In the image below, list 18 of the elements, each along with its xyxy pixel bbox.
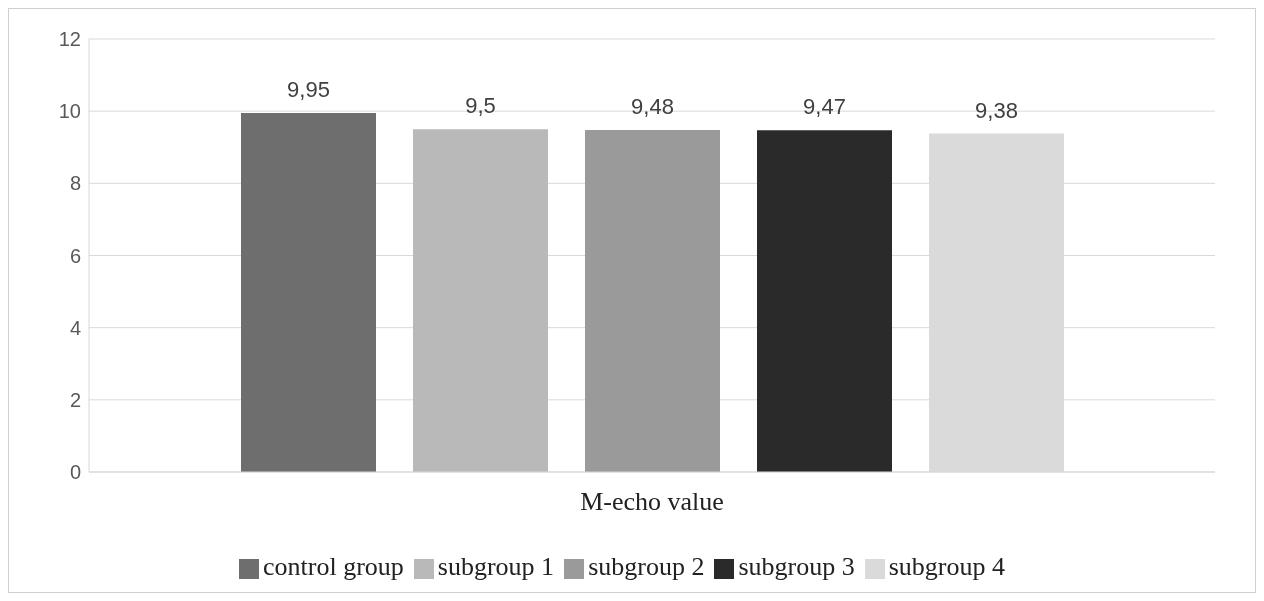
legend-label: subgroup 4: [888, 552, 1005, 581]
legend-label: subgroup 1: [437, 552, 555, 581]
data-label: 9,5: [465, 93, 496, 119]
data-label: 9,38: [975, 97, 1018, 123]
y-tick-label: 2: [69, 388, 81, 411]
y-tick-label: 12: [58, 28, 81, 51]
y-tick-label: 6: [69, 244, 81, 267]
legend-label: subgroup 3: [738, 552, 855, 581]
legend-label: control group: [263, 552, 404, 581]
data-label: 9,48: [631, 93, 674, 119]
data-label: 9,95: [287, 76, 330, 102]
legend-label: subgroup 2: [588, 552, 705, 581]
y-tick-label: 0: [69, 461, 81, 484]
y-tick-label: 8: [69, 172, 81, 195]
data-label: 9,47: [803, 94, 846, 120]
x-tick-label: M-echo value: [580, 487, 724, 517]
y-tick-label: 10: [58, 100, 81, 123]
y-tick-label: 4: [69, 316, 81, 339]
